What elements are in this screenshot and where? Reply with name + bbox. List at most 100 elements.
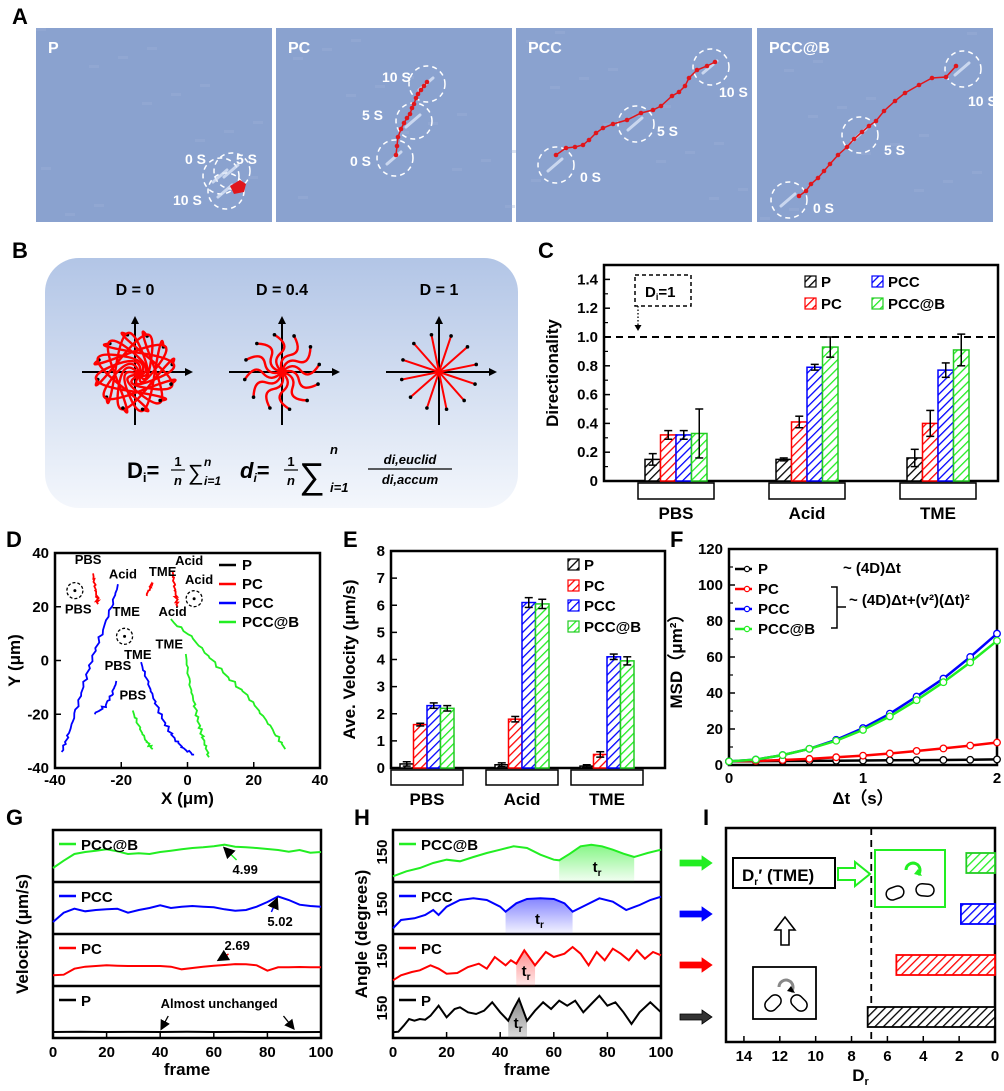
trajectory-point [694,67,700,73]
background-speckle [890,143,900,146]
y-tick-label: -20 [27,706,49,723]
y-tick-label: 150 [374,943,391,968]
legend-marker-pcc-at-b [743,625,751,633]
micrograph-pcc: PCC 0 S 5 S 10 S [516,28,752,222]
background-speckle [943,180,953,183]
tr-label: tr [514,1015,523,1035]
particle [626,116,644,132]
legend-label-pc: PC [421,941,442,958]
fit-label-quadratic: ~ (4D)Δt+(v²)(Δt)² [849,592,970,609]
background-speckle [510,150,520,153]
background-speckle [41,167,51,170]
legend-label-pc: PC [584,578,605,595]
trajectory-point [593,130,599,136]
micrograph-title: PC [288,40,311,57]
endpoint [462,398,466,403]
background-speckle [298,196,308,199]
trajectory [106,339,148,414]
dashed-circle-tme [115,627,134,645]
trajectory [265,370,285,410]
x-tick-label: 80 [259,1044,276,1061]
condition-label: TME [156,636,184,651]
particle [216,183,234,199]
trajectory [400,371,440,381]
line-pcc-at-b [728,639,998,763]
subpanel-pc: tr PC 150 [374,941,662,986]
x-axis-label: Dr [852,1066,869,1088]
svg-text:n: n [174,473,182,488]
legend-label-pcc: PCC [242,595,274,612]
background-speckle [531,179,541,182]
background-speckle [709,197,719,200]
di-annotation: Di=1 [634,274,692,331]
y-axis-label: Velocity (μm/s) [13,874,32,994]
trajectory-point [859,129,865,135]
background-speckle [36,28,46,31]
svg-text:i=1: i=1 [330,480,348,495]
y-tick-label: 0.6 [577,387,598,404]
legend-swatch-pc [567,579,580,592]
y-tick-label: 0.8 [577,358,598,375]
x-tick-label: 1 [859,770,867,787]
trajectory-point [394,143,400,149]
x-tick-label: 40 [152,1044,169,1061]
velocity-bar-chart: 0 1 2 3 4 5 6 7 8 Ave. Velocity (μm/s) PBS Acid TME P… [340,543,667,809]
subpanel-pcc: PCC 5.02 [52,889,322,929]
endpoint [305,398,309,403]
row-arrow-p [679,1009,713,1025]
x-tick-label: 2 [993,770,1001,787]
background-speckle [972,171,982,174]
background-speckle [89,65,99,68]
category-bracket [637,482,715,500]
time-marker-circle [376,139,414,177]
svg-text:di=: di= [240,458,270,485]
x-tick-label: -40 [44,772,66,789]
background-speckle [404,76,414,79]
category-bracket [768,482,846,500]
example-d-0-4: D = 0.4 [229,282,340,425]
trajectory-point [409,105,415,111]
x-axis-label: Δt（s） [832,788,893,808]
point-pc [805,754,814,763]
trajectory-pcc-at-b-pbs [131,710,154,750]
condition-label: PBS [65,601,92,616]
time-label: 0 S [813,200,834,216]
trajectory-point [638,110,644,116]
endpoint [425,406,429,410]
series-line-p [392,994,662,1034]
p-position-acid [192,597,196,601]
panel-label-e: E [343,527,358,552]
legend-marker-p [743,565,751,573]
panel-label-g: G [6,805,23,830]
trajectory-point [953,63,959,69]
peak-arrow [267,897,279,913]
background-speckle [919,134,929,137]
example-title: D = 0 [116,282,155,299]
y-tick-label: 150 [374,995,391,1020]
endpoint [121,406,125,410]
particle [222,163,240,179]
fit-bracket [831,586,846,629]
x-tick-label: 20 [245,772,262,789]
point-p [885,756,894,765]
svg-text:Di=1: Di=1 [645,284,675,302]
condition-label: PBS [105,658,132,673]
fit-label-linear: ~ (4D)Δt [843,560,901,577]
background-speckle [195,139,205,142]
condition-label: TME [112,604,140,619]
condition-label: Acid [159,604,187,619]
point-p [912,756,921,765]
endpoint [255,341,259,346]
background-speckle [550,86,560,89]
trajectory-point [398,126,404,132]
background-speckle [784,69,794,72]
trajectory-point [610,121,616,127]
background-speckle [808,115,818,118]
x-tick-label: 60 [205,1044,222,1061]
subpanel-pc: PC 2.69 [52,938,321,977]
trajectory-point [827,161,833,167]
condition-label: PBS [119,687,146,702]
up-hollow-arrow [773,915,797,946]
trajectory-point [712,59,718,65]
